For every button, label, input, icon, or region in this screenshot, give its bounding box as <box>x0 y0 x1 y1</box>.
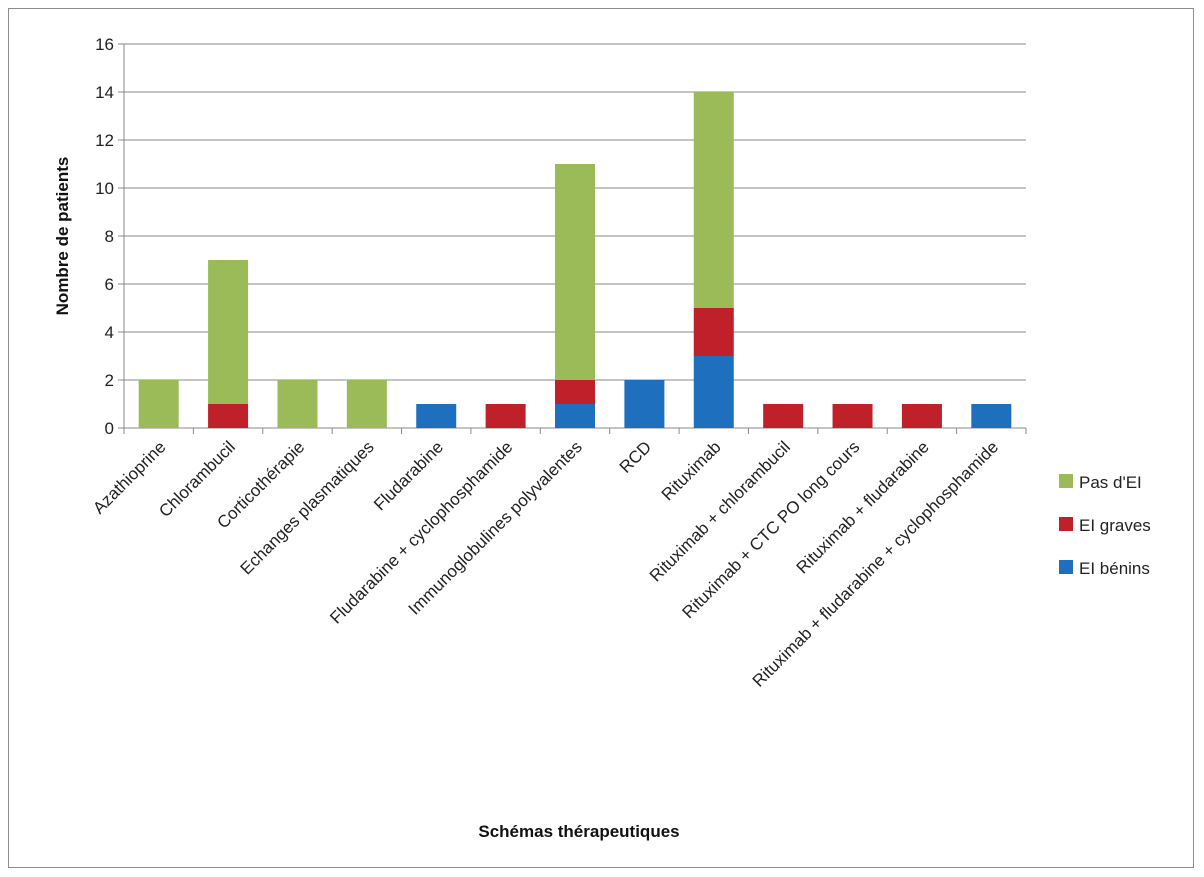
y-tick-label: 12 <box>95 131 114 150</box>
bars <box>138 92 1012 428</box>
y-tick-label: 10 <box>95 179 114 198</box>
bar-segment <box>901 404 942 428</box>
legend-label: Pas d'EI <box>1079 473 1142 492</box>
bar-segment <box>208 404 249 428</box>
legend-label: EI bénins <box>1079 559 1150 578</box>
y-tick-label: 2 <box>105 371 114 390</box>
chart-frame <box>8 8 1194 868</box>
x-tick-label: Fludarabine <box>370 437 447 514</box>
y-axis-title: Nombre de patients <box>53 157 72 316</box>
x-tick-label: Rituximab + chlorambucil <box>646 437 794 585</box>
x-tick-label: Rituximab + fludarabine <box>793 437 933 577</box>
y-tick-label: 6 <box>105 275 114 294</box>
bar-segment <box>971 404 1012 428</box>
bar-segment <box>416 404 457 428</box>
x-axis-title: Schémas thérapeutiques <box>478 822 679 841</box>
bar-segment <box>624 380 665 428</box>
bar-segment <box>555 380 595 404</box>
bar-segment <box>277 380 318 428</box>
bar-segment <box>138 380 179 428</box>
bar-segment <box>763 404 804 428</box>
legend-swatch <box>1059 560 1073 574</box>
bar-segment <box>555 404 595 428</box>
bar-segment <box>693 356 734 428</box>
x-axis-ticks: AzathioprineChlorambucilCorticothérapieE… <box>89 437 1002 690</box>
bar-segment <box>832 404 873 428</box>
y-tick-label: 0 <box>105 419 114 438</box>
bar-segment <box>485 404 526 428</box>
x-tick-label: Rituximab + fludarabine + cyclophosphami… <box>749 437 1002 690</box>
y-tick-label: 14 <box>95 83 114 102</box>
legend-label: EI graves <box>1079 516 1151 535</box>
y-tick-label: 16 <box>95 35 114 54</box>
y-tick-label: 4 <box>105 323 114 342</box>
x-tick-label: Echanges plasmatiques <box>237 437 378 578</box>
x-tick-label: Rituximab <box>658 437 725 504</box>
bar-segment <box>693 308 734 356</box>
legend-swatch <box>1059 517 1073 531</box>
legend-swatch <box>1059 474 1073 488</box>
y-axis-ticks: 0 2 4 6 8 10 12 14 16 <box>95 35 114 438</box>
legend: Pas d'EI EI graves EI bénins <box>1059 473 1151 578</box>
bar-segment <box>346 380 387 428</box>
y-tick-label: 8 <box>105 227 114 246</box>
bar-segment <box>208 260 249 404</box>
x-tick-label: RCD <box>616 437 655 476</box>
bar-segment <box>693 92 734 308</box>
bar-segment <box>555 164 595 380</box>
